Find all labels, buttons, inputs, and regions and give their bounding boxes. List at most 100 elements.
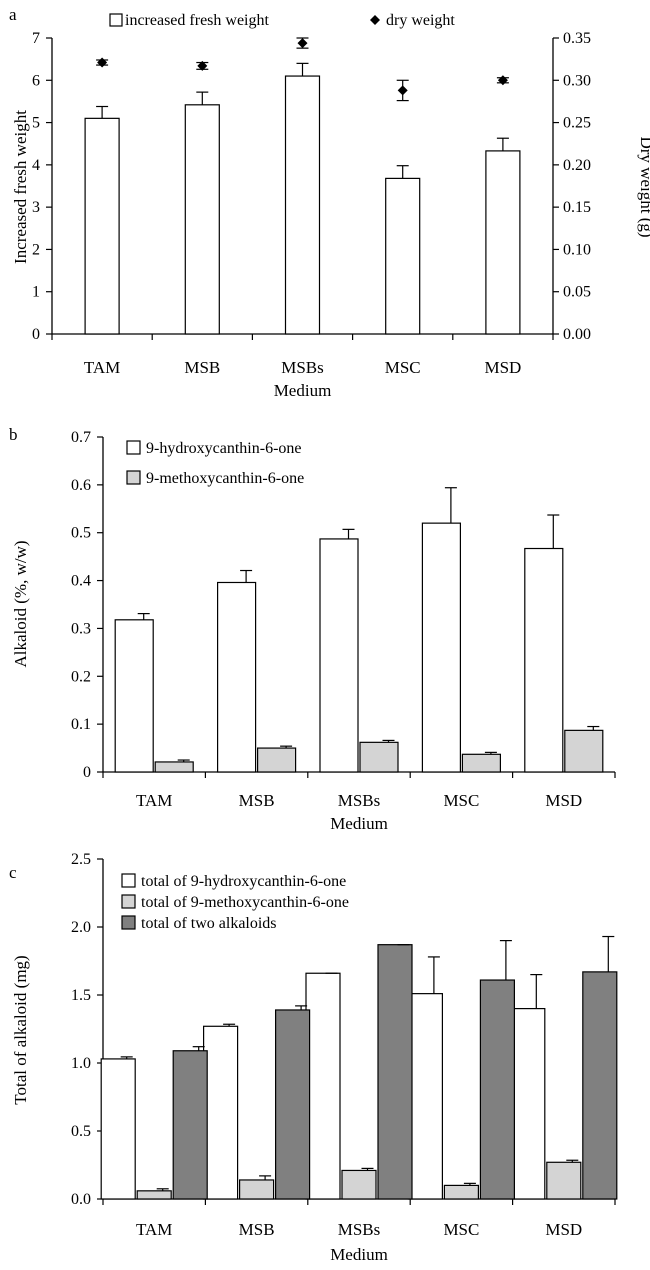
marker-dry-weight — [197, 60, 208, 71]
bar-hydroxy — [217, 581, 257, 773]
y-tick-label: 0.0 — [71, 1191, 91, 1208]
x-axis-title: Medium — [330, 814, 388, 833]
y-tick-label: 2.0 — [71, 919, 91, 936]
x-category-label: TAM — [136, 1220, 172, 1239]
bar-fresh-weight — [385, 177, 421, 335]
bar-total-hydroxy — [305, 972, 341, 1200]
panel-letter-c: c — [9, 863, 17, 882]
bar-hydroxy — [421, 522, 461, 773]
bar-hydroxy — [524, 547, 564, 773]
x-axis-title: Medium — [274, 381, 332, 400]
bar-methoxy — [257, 747, 297, 773]
bar-hydroxy — [114, 619, 154, 773]
y-tick-label: 3 — [32, 199, 40, 216]
bar-methoxy — [154, 761, 194, 773]
x-category-label: MSB — [239, 1220, 275, 1239]
bar-total-methoxy — [443, 1184, 479, 1200]
legend-swatch-total-hydroxy — [121, 873, 136, 888]
bar-total-methoxy — [136, 1190, 172, 1200]
y2-tick-label: 0.25 — [563, 115, 591, 132]
legend-swatch-hydroxy — [126, 440, 141, 455]
marker-dry-weight — [97, 57, 108, 68]
y-tick-label: 1.5 — [71, 987, 91, 1004]
y-tick-label: 0.5 — [71, 1123, 91, 1140]
y2-tick-label: 0.15 — [563, 199, 591, 216]
bar-total-two-alkaloids — [275, 1009, 311, 1200]
legend-label-total-hydroxy: total of 9-hydroxycanthin-6-one — [141, 873, 346, 890]
x-category-label: TAM — [136, 791, 172, 810]
bar-hydroxy — [319, 538, 359, 773]
y-axis-title: Alkaloid (%, w/w) — [11, 540, 30, 667]
bar-total-two-alkaloids — [582, 971, 618, 1200]
x-category-label: MSB — [184, 358, 220, 377]
bar-methoxy — [564, 729, 604, 773]
x-category-label: MSBs — [338, 791, 381, 810]
y2-tick-label: 0.05 — [563, 284, 591, 301]
x-category-label: MSB — [239, 791, 275, 810]
bar-total-methoxy — [341, 1169, 377, 1200]
y-tick-label: 0.7 — [71, 429, 91, 446]
legend-label-methoxy: 9-methoxycanthin-6-one — [146, 470, 304, 487]
y-tick-label: 0.5 — [71, 525, 91, 542]
panel-a: a 0 1 2 3 4 5 6 7 TAM MSB MSBs MSC MSD Medium Increased… — [9, 5, 650, 400]
legend-label-hydroxy: 9-hydroxycanthin-6-one — [146, 440, 302, 457]
bar-total-two-alkaloids — [377, 944, 413, 1200]
legend-label-total-two-alkaloids: total of two alkaloids — [141, 915, 277, 932]
y-tick-label: 0.3 — [71, 620, 91, 637]
panel-b: b 0 0.1 0.2 0.3 0.4 0.5 0.6 0.7 TAM MSB MSBs MSC MSD M… — [9, 425, 616, 833]
y-tick-label: 0 — [83, 764, 91, 781]
x-category-label: MSC — [385, 358, 421, 377]
bar-total-hydroxy — [100, 1058, 136, 1200]
x-category-label: MSD — [545, 791, 582, 810]
y2-axis-title: Dry weight (g) — [637, 136, 650, 237]
marker-dry-weight — [497, 75, 508, 86]
bar-total-methoxy — [239, 1179, 275, 1200]
y-tick-label: 0 — [32, 326, 40, 343]
panel-letter-b: b — [9, 425, 18, 444]
legend-label-total-methoxy: total of 9-methoxycanthin-6-one — [141, 894, 349, 911]
x-category-label: MSD — [545, 1220, 582, 1239]
marker-dry-weight — [297, 38, 308, 49]
legend-swatch-total-two-alkaloids — [121, 915, 136, 930]
x-category-label: MSBs — [338, 1220, 381, 1239]
marker-dry-weight — [397, 85, 408, 96]
y-tick-label: 7 — [32, 30, 40, 47]
legend-marker-dry-weight — [370, 15, 380, 25]
legend-label-fresh-weight: increased fresh weight — [125, 12, 269, 29]
x-axis-title: Medium — [330, 1245, 388, 1264]
y-tick-label: 6 — [32, 72, 40, 89]
x-category-label: MSC — [443, 791, 479, 810]
y-tick-label: 0.6 — [71, 477, 91, 494]
bar-fresh-weight — [84, 117, 120, 335]
bar-methoxy — [359, 741, 399, 773]
y2-tick-label: 0.10 — [563, 241, 591, 258]
y-tick-label: 0.2 — [71, 668, 91, 685]
y-tick-label: 1 — [32, 284, 40, 301]
bar-fresh-weight — [284, 75, 321, 335]
panel-c: c 0.0 0.5 1.0 1.5 2.0 2.5 TAM MSB MSBs MSC MSD Mediu… — [9, 851, 618, 1264]
bar-total-two-alkaloids — [172, 1050, 208, 1200]
bar-methoxy — [461, 753, 501, 773]
y-tick-label: 4 — [32, 157, 40, 174]
y-tick-label: 5 — [32, 115, 40, 132]
y2-tick-label: 0.30 — [563, 72, 591, 89]
y-axis-title: Total of alkaloid (mg) — [11, 955, 30, 1104]
x-category-label: MSD — [484, 358, 521, 377]
bar-total-hydroxy — [203, 1025, 239, 1200]
bar-total-two-alkaloids — [479, 979, 515, 1200]
legend-swatch-fresh-weight — [109, 13, 123, 27]
x-category-label: TAM — [84, 358, 120, 377]
legend-swatch-methoxy — [126, 470, 141, 485]
bar-total-hydroxy — [510, 1007, 546, 1200]
y-axis-title: Increased fresh weight — [11, 110, 30, 264]
bar-total-methoxy — [546, 1161, 582, 1200]
y-tick-label: 0.1 — [71, 716, 91, 733]
y2-tick-label: 0.35 — [563, 30, 591, 47]
y-tick-label: 2 — [32, 241, 40, 258]
legend-label-dry-weight: dry weight — [386, 12, 455, 29]
y2-tick-label: 0.20 — [563, 157, 591, 174]
bar-fresh-weight — [184, 104, 220, 335]
y-tick-label: 2.5 — [71, 851, 91, 868]
y-tick-label: 0.4 — [71, 573, 91, 590]
y-tick-label: 1.0 — [71, 1055, 91, 1072]
